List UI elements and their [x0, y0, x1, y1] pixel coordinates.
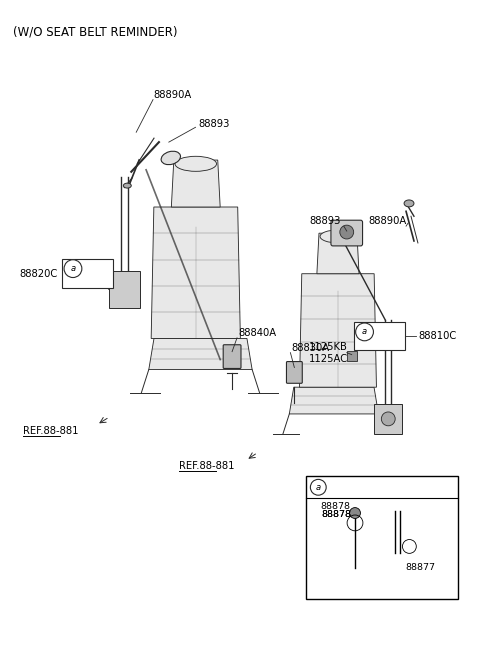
Polygon shape — [151, 207, 240, 339]
Ellipse shape — [320, 230, 356, 243]
Polygon shape — [317, 233, 359, 274]
FancyBboxPatch shape — [223, 345, 241, 368]
Circle shape — [356, 323, 373, 341]
Text: a: a — [362, 328, 367, 337]
Text: 88878: 88878 — [321, 510, 351, 519]
Text: 88890A: 88890A — [369, 216, 407, 226]
FancyBboxPatch shape — [287, 362, 302, 383]
FancyBboxPatch shape — [108, 271, 140, 308]
Circle shape — [402, 539, 416, 554]
Ellipse shape — [161, 151, 180, 165]
Text: 88890A: 88890A — [153, 90, 191, 99]
FancyBboxPatch shape — [374, 404, 402, 433]
FancyBboxPatch shape — [331, 220, 362, 246]
FancyBboxPatch shape — [347, 351, 357, 360]
Circle shape — [340, 225, 354, 239]
FancyBboxPatch shape — [62, 259, 113, 288]
Text: REF.88-881: REF.88-881 — [23, 426, 78, 436]
Ellipse shape — [123, 183, 131, 188]
Polygon shape — [171, 160, 220, 207]
Ellipse shape — [175, 156, 216, 171]
Circle shape — [349, 508, 360, 519]
Text: 1125KB: 1125KB — [309, 342, 348, 351]
Text: a: a — [71, 264, 75, 273]
Text: 1125AC: 1125AC — [309, 353, 348, 364]
Text: 88893: 88893 — [309, 216, 341, 226]
Polygon shape — [149, 339, 252, 370]
Polygon shape — [289, 387, 378, 414]
FancyBboxPatch shape — [306, 476, 458, 599]
Circle shape — [64, 260, 82, 278]
Text: 88830A: 88830A — [291, 343, 330, 353]
Text: 88878: 88878 — [320, 503, 350, 512]
Text: REF.88-881: REF.88-881 — [179, 461, 234, 472]
Circle shape — [381, 412, 395, 426]
Text: a: a — [316, 483, 321, 492]
Text: 88893: 88893 — [199, 120, 230, 129]
FancyBboxPatch shape — [354, 322, 405, 349]
Text: 88877: 88877 — [406, 563, 435, 572]
Text: 88820C: 88820C — [19, 269, 57, 278]
Polygon shape — [300, 274, 376, 387]
Circle shape — [311, 479, 326, 495]
Text: 88878: 88878 — [321, 510, 351, 519]
Text: 88840A: 88840A — [238, 328, 276, 338]
Ellipse shape — [404, 200, 414, 207]
Text: (W/O SEAT BELT REMINDER): (W/O SEAT BELT REMINDER) — [12, 25, 177, 39]
Text: 88810C: 88810C — [418, 331, 456, 341]
